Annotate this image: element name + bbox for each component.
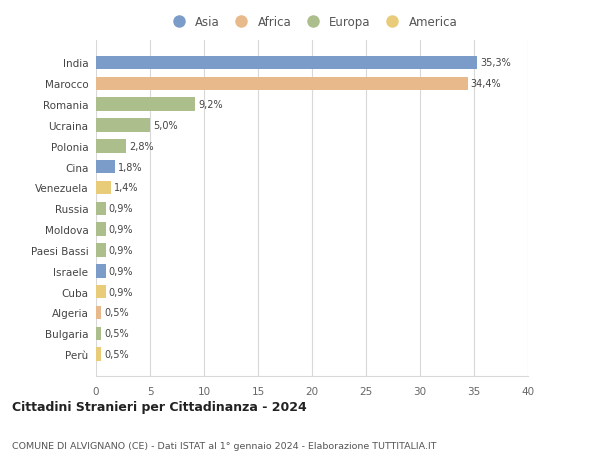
Text: 5,0%: 5,0% bbox=[152, 121, 178, 131]
Text: 2,8%: 2,8% bbox=[129, 141, 154, 151]
Bar bbox=[96, 161, 115, 174]
Text: COMUNE DI ALVIGNANO (CE) - Dati ISTAT al 1° gennaio 2024 - Elaborazione TUTTITAL: COMUNE DI ALVIGNANO (CE) - Dati ISTAT al… bbox=[12, 441, 437, 450]
Text: 0,9%: 0,9% bbox=[109, 266, 133, 276]
Bar bbox=[96, 140, 126, 153]
Text: 0,5%: 0,5% bbox=[104, 329, 129, 339]
Bar bbox=[96, 285, 106, 299]
Bar bbox=[96, 244, 106, 257]
Bar bbox=[96, 56, 477, 70]
Bar bbox=[96, 223, 106, 236]
Text: 0,9%: 0,9% bbox=[109, 204, 133, 214]
Text: 0,5%: 0,5% bbox=[104, 308, 129, 318]
Bar bbox=[96, 119, 150, 133]
Legend: Asia, Africa, Europa, America: Asia, Africa, Europa, America bbox=[164, 14, 460, 31]
Text: Cittadini Stranieri per Cittadinanza - 2024: Cittadini Stranieri per Cittadinanza - 2… bbox=[12, 400, 307, 413]
Bar bbox=[96, 77, 467, 91]
Bar bbox=[96, 264, 106, 278]
Text: 1,8%: 1,8% bbox=[118, 162, 143, 172]
Text: 35,3%: 35,3% bbox=[480, 58, 511, 68]
Text: 0,9%: 0,9% bbox=[109, 287, 133, 297]
Text: 0,5%: 0,5% bbox=[104, 349, 129, 359]
Text: 0,9%: 0,9% bbox=[109, 224, 133, 235]
Bar bbox=[96, 327, 101, 341]
Bar bbox=[96, 202, 106, 216]
Text: 0,9%: 0,9% bbox=[109, 246, 133, 255]
Text: 9,2%: 9,2% bbox=[198, 100, 223, 110]
Bar bbox=[96, 306, 101, 319]
Text: 1,4%: 1,4% bbox=[114, 183, 139, 193]
Bar bbox=[96, 98, 196, 112]
Text: 34,4%: 34,4% bbox=[470, 79, 501, 89]
Bar bbox=[96, 347, 101, 361]
Bar bbox=[96, 181, 111, 195]
